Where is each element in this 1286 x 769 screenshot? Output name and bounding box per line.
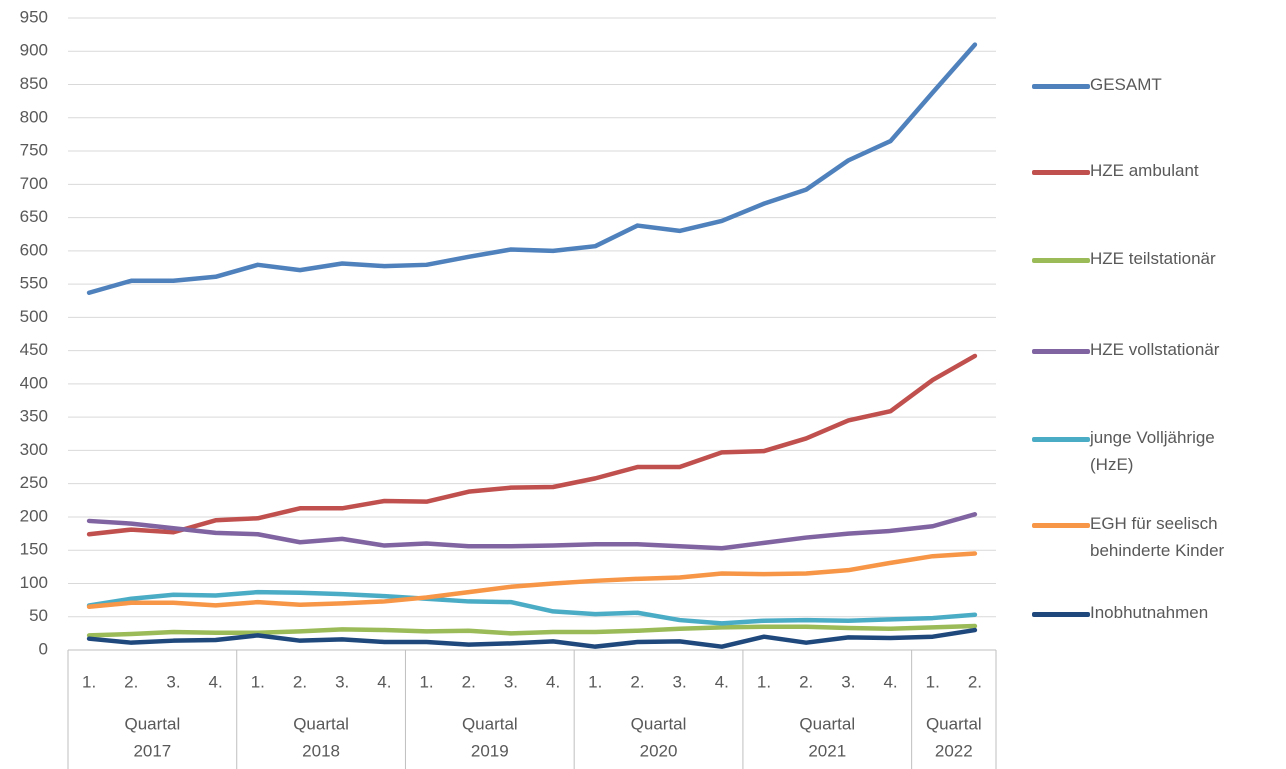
legend-swatch: [1032, 84, 1090, 89]
x-tick-label: 1.: [926, 672, 940, 691]
legend-swatch: [1032, 170, 1090, 175]
y-tick-label: 550: [20, 274, 48, 293]
legend-swatch: [1032, 612, 1090, 617]
x-tick-label: 2.: [293, 672, 307, 691]
y-tick-label: 500: [20, 307, 48, 326]
legend-item: GESAMT: [1032, 75, 1255, 98]
x-tick-label: 4.: [715, 672, 729, 691]
series-line: [86, 627, 978, 649]
legend-label: HZE vollstationär: [1090, 340, 1220, 359]
x-group-label: Quartal: [926, 714, 982, 733]
legend-label: GESAMT: [1090, 75, 1162, 94]
legend-item: junge Volljährige (HzE): [1032, 428, 1255, 478]
y-tick-label: 700: [20, 174, 48, 193]
x-group-label: 2021: [808, 741, 846, 760]
x-tick-label: 3.: [841, 672, 855, 691]
x-tick-label: 1.: [588, 672, 602, 691]
x-tick-label: 1.: [757, 672, 771, 691]
y-tick-label: 900: [20, 41, 48, 60]
legend-swatch: [1032, 349, 1090, 354]
x-tick-label: 3.: [504, 672, 518, 691]
series-line: [86, 623, 978, 638]
x-group-label: 2017: [133, 741, 171, 760]
y-tick-label: 150: [20, 540, 48, 559]
legend-swatch: [1032, 523, 1090, 528]
x-tick-label: 3.: [335, 672, 349, 691]
x-group-label: Quartal: [631, 714, 687, 733]
legend-label: HZE ambulant: [1090, 161, 1199, 180]
y-tick-label: 200: [20, 506, 48, 525]
x-group-label: 2020: [640, 741, 678, 760]
x-tick-label: 1.: [251, 672, 265, 691]
x-tick-label: 2.: [124, 672, 138, 691]
x-group-label: Quartal: [124, 714, 180, 733]
legend-item: EGH für seelisch behinderte Kinder: [1032, 514, 1255, 564]
series-line: [86, 42, 978, 296]
x-group-label: Quartal: [293, 714, 349, 733]
x-tick-label: 2.: [630, 672, 644, 691]
series-line: [86, 551, 978, 610]
x-tick-label: 4.: [209, 672, 223, 691]
x-tick-label: 4.: [546, 672, 560, 691]
legend-label: EGH für seelisch behinderte Kinder: [1090, 514, 1225, 560]
x-group-label: 2019: [471, 741, 509, 760]
x-group-label: 2022: [935, 741, 973, 760]
y-tick-label: 50: [29, 606, 48, 625]
legend-item: Inobhutnahmen: [1032, 603, 1255, 626]
x-group-label: Quartal: [462, 714, 518, 733]
y-tick-label: 450: [20, 340, 48, 359]
x-tick-label: 2.: [462, 672, 476, 691]
y-tick-label: 100: [20, 573, 48, 592]
x-tick-label: 1.: [82, 672, 96, 691]
series-line: [86, 589, 978, 626]
x-tick-label: 3.: [673, 672, 687, 691]
legend-swatch: [1032, 258, 1090, 263]
x-group-label: 2018: [302, 741, 340, 760]
y-tick-label: 750: [20, 141, 48, 160]
y-tick-label: 650: [20, 207, 48, 226]
x-tick-label: 3.: [166, 672, 180, 691]
y-tick-label: 250: [20, 473, 48, 492]
series-line: [86, 353, 978, 537]
legend-item: HZE ambulant: [1032, 161, 1255, 184]
x-tick-label: 2.: [799, 672, 813, 691]
legend-label: Inobhutnahmen: [1090, 603, 1209, 622]
x-group-label: Quartal: [799, 714, 855, 733]
x-tick-label: 4.: [377, 672, 391, 691]
y-tick-label: 400: [20, 373, 48, 392]
legend-item: HZE vollstationär: [1032, 340, 1255, 363]
legend-label: junge Volljährige (HzE): [1090, 428, 1215, 474]
legend-item: HZE teilstationär: [1032, 249, 1255, 272]
y-tick-label: 300: [20, 440, 48, 459]
y-tick-label: 800: [20, 107, 48, 126]
x-tick-label: 4.: [883, 672, 897, 691]
legend-swatch: [1032, 437, 1090, 442]
x-tick-label: 1.: [419, 672, 433, 691]
y-tick-label: 0: [39, 639, 48, 658]
y-tick-label: 600: [20, 240, 48, 259]
y-tick-label: 850: [20, 74, 48, 93]
legend-label: HZE teilstationär: [1090, 249, 1216, 268]
y-tick-label: 350: [20, 407, 48, 426]
x-tick-label: 2.: [968, 672, 982, 691]
y-tick-label: 950: [20, 7, 48, 26]
series-line: [86, 512, 978, 551]
